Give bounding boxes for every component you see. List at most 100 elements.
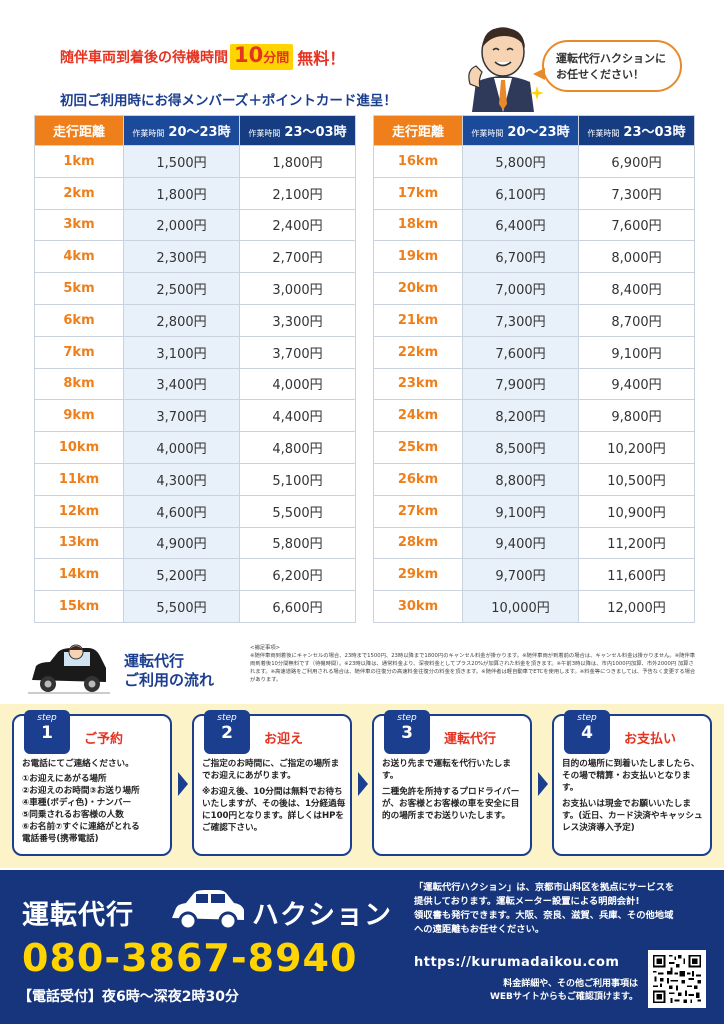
- price-cell-23-03: 11,200円: [578, 526, 695, 560]
- about-line: 領収書も発行できます。大阪、奈良、滋賀、兵庫、その他地域: [414, 910, 674, 921]
- price-cell-23-03: 5,500円: [239, 494, 356, 528]
- qr-code-icon[interactable]: [648, 950, 706, 1008]
- table-row: 8km 3,400円 4,000円: [34, 367, 356, 401]
- phone-number[interactable]: 080-3867-8940: [22, 936, 358, 980]
- distance-cell: 21km: [373, 303, 463, 337]
- step-3-text: お送り先まで運転を代行いたします。: [382, 759, 511, 781]
- price-table-right-body: 16km 5,800円 6,900円 17km 6,100円 7,300円 18km 6,40…: [373, 145, 695, 623]
- distance-cell: 19km: [373, 240, 463, 274]
- distance-cell: 28km: [373, 526, 463, 560]
- col-time2: 作業時間 23～03時: [239, 115, 356, 146]
- step-1-body: お電話にてご連絡ください。 ①お迎えにあがる場所 ②お迎えのお時間③お送り場所 …: [22, 758, 166, 845]
- promo-waiting-free: 随伴車両到着後の待機時間 10分間 無料！: [60, 44, 345, 70]
- col-time2-prefix: 作業時間: [587, 129, 620, 138]
- supplementary-notes: <補足事項> ※随伴車両到着後にキャンセルの場合、23時まで1500円、23時以…: [250, 644, 698, 684]
- price-table-right: 走行距離 作業時間 20～23時 作業時間 23～03時 16km 5,800円 6,9…: [373, 115, 695, 623]
- distance-cell: 23km: [373, 367, 463, 401]
- step-label: step: [397, 713, 417, 723]
- promo-minutes-highlight: 10分間: [230, 43, 294, 70]
- price-cell-20-23: 3,100円: [123, 335, 240, 369]
- distance-cell: 20km: [373, 272, 463, 305]
- table-row: 17km 6,100円 7,300円: [373, 176, 695, 210]
- step-4-body: 目的の場所に到着いたしましたら、その場で精算・お支払いとなります。 お支払いは現…: [562, 758, 706, 834]
- table-row: 19km 6,700円 8,000円: [373, 240, 695, 274]
- price-cell-23-03: 2,400円: [239, 208, 356, 242]
- price-cell-20-23: 8,500円: [462, 431, 579, 464]
- price-cell-23-03: 1,800円: [239, 145, 356, 178]
- businessman-icon: [468, 27, 534, 112]
- flow-title: 運転代行 ご利用の流れ: [124, 652, 214, 690]
- price-cell-23-03: 8,000円: [578, 240, 695, 274]
- distance-cell: 16km: [373, 145, 463, 178]
- table-row: 12km 4,600円 5,500円: [34, 494, 356, 528]
- list-item: ⑤同乗されるお客様の人数: [22, 810, 124, 820]
- col-time2: 作業時間 23～03時: [578, 115, 695, 146]
- table-row: 13km 4,900円 5,800円: [34, 526, 356, 560]
- step-4-card: step 4 お支払い 目的の場所に到着いたしましたら、その場で精算・お支払いとな…: [552, 710, 712, 856]
- price-cell-20-23: 7,300円: [462, 303, 579, 337]
- website-link[interactable]: https://kurumadaikou.com: [414, 955, 620, 970]
- distance-cell: 5km: [34, 272, 124, 305]
- list-item: ⑥お名前⑦すぐに連絡がとれる: [22, 822, 140, 832]
- list-item: ④車種(ボディ色)・ナンバー: [22, 798, 132, 808]
- step-4-subtext: お支払いは現金でお願いいたします。(近日、カード決済やキャッシュレス決済導入予定…: [562, 799, 703, 833]
- table-row: 25km 8,500円 10,200円: [373, 431, 695, 464]
- chevron-right-icon: [358, 772, 368, 796]
- col-time1-prefix: 作業時間: [471, 129, 504, 138]
- step-4-badge: step 4: [564, 710, 610, 754]
- price-cell-20-23: 7,000円: [462, 272, 579, 305]
- flow-title-line2: ご利用の流れ: [124, 671, 215, 689]
- step-2-text: ご指定のお時間に、ご指定の場所までお迎えにあがります。: [202, 759, 340, 781]
- table-row: 16km 5,800円 6,900円: [373, 145, 695, 178]
- col-time1-prefix: 作業時間: [132, 129, 165, 138]
- distance-cell: 22km: [373, 335, 463, 369]
- table-row: 11km 4,300円 5,100円: [34, 462, 356, 496]
- table-row: 27km 9,100円 10,900円: [373, 494, 695, 528]
- step-label: step: [577, 713, 597, 723]
- step-3-card: step 3 運転代行 お送り先まで運転を代行いたします。 二種免許を所持するプロ…: [372, 710, 532, 856]
- price-cell-20-23: 6,700円: [462, 240, 579, 274]
- price-cell-23-03: 2,100円: [239, 176, 356, 210]
- price-cell-20-23: 2,000円: [123, 208, 240, 242]
- price-cell-20-23: 7,600円: [462, 335, 579, 369]
- step-1-title: ご予約: [84, 732, 124, 747]
- table-row: 15km 5,500円 6,600円: [34, 590, 356, 623]
- about-line: への遠距離もお任せください。: [414, 924, 545, 935]
- phone-hours: 【電話受付】夜6時～深夜2時30分: [18, 989, 239, 1005]
- step-number: 2: [221, 723, 233, 743]
- promo-line1-pre: 随伴車両到着後の待機時間: [60, 50, 228, 66]
- distance-cell: 25km: [373, 431, 463, 464]
- promo-minutes: 10: [234, 43, 264, 67]
- price-cell-20-23: 3,700円: [123, 399, 240, 433]
- promo-membership: 初回ご利用時にお得メンバーズ＋ポイントカード進呈！: [60, 93, 397, 109]
- price-cell-23-03: 8,700円: [578, 303, 695, 337]
- price-cell-20-23: 6,400円: [462, 208, 579, 242]
- distance-cell: 11km: [34, 462, 124, 496]
- price-cell-20-23: 4,000円: [123, 431, 240, 464]
- price-cell-20-23: 3,400円: [123, 367, 240, 401]
- step-1-card: step 1 ご予約 お電話にてご連絡ください。 ①お迎えにあがる場所 ②お迎えの…: [12, 710, 172, 856]
- speech-line1: 運転代行ハクションに: [556, 52, 666, 65]
- price-cell-20-23: 5,800円: [462, 145, 579, 178]
- about-line: 提供しております。運転メーター設置による明朗会計!: [414, 896, 640, 907]
- table-row: 7km 3,100円 3,700円: [34, 335, 356, 369]
- step-4-text: 目的の場所に到着いたしましたら、その場で精算・お支払いとなります。: [562, 759, 700, 793]
- step-2-badge: step 2: [204, 710, 250, 754]
- price-cell-23-03: 4,400円: [239, 399, 356, 433]
- distance-cell: 15km: [34, 590, 124, 623]
- table-row: 14km 5,200円 6,200円: [34, 558, 356, 592]
- about-line: 「運転代行ハクション」は、京都市山科区を拠点にサービスを: [414, 882, 675, 893]
- step-1-text: お電話にてご連絡ください。: [22, 759, 134, 769]
- car-icon: [172, 890, 244, 931]
- step-number: 1: [41, 723, 53, 743]
- chevron-right-icon: [538, 772, 548, 796]
- table-row: 3km 2,000円 2,400円: [34, 208, 356, 242]
- table-row: 1km 1,500円 1,800円: [34, 145, 356, 178]
- distance-cell: 26km: [373, 462, 463, 496]
- distance-cell: 12km: [34, 494, 124, 528]
- step-3-body: お送り先まで運転を代行いたします。 二種免許を所持するプロドライバーが、お客様と…: [382, 758, 526, 822]
- price-cell-20-23: 4,900円: [123, 526, 240, 560]
- promo-free: 無料！: [297, 49, 346, 68]
- col-distance: 走行距離: [373, 115, 463, 146]
